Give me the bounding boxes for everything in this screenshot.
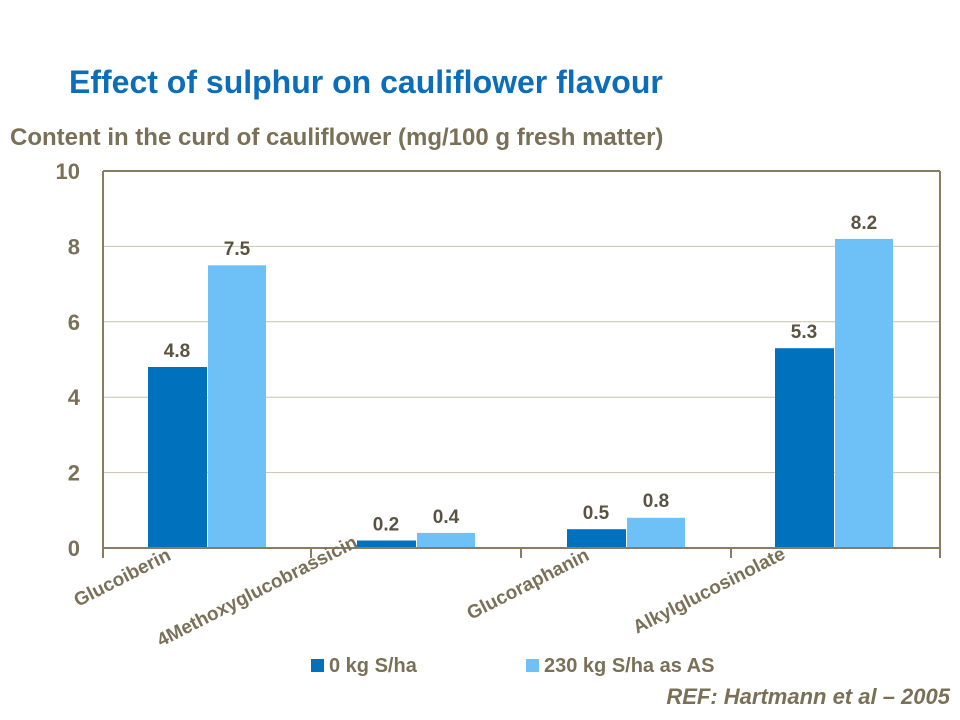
- svg-text:8.2: 8.2: [851, 213, 877, 234]
- svg-text:4.8: 4.8: [164, 341, 190, 362]
- svg-text:10: 10: [56, 159, 80, 184]
- svg-text:7.5: 7.5: [224, 239, 251, 260]
- svg-text:5.3: 5.3: [791, 322, 817, 343]
- svg-text:4Methoxyglucobrassicin: 4Methoxyglucobrassicin: [154, 532, 361, 651]
- svg-text:Alkylglucosinolate: Alkylglucosinolate: [630, 544, 789, 639]
- svg-text:0.5: 0.5: [583, 503, 610, 524]
- svg-text:0.8: 0.8: [643, 491, 669, 512]
- svg-text:0 kg S/ha: 0 kg S/ha: [329, 655, 418, 677]
- svg-text:Glucoiberin: Glucoiberin: [71, 545, 175, 612]
- svg-text:6: 6: [68, 310, 80, 335]
- svg-text:0.2: 0.2: [373, 515, 399, 536]
- svg-text:8: 8: [68, 234, 80, 259]
- svg-text:2: 2: [68, 461, 80, 486]
- svg-text:4: 4: [68, 385, 81, 410]
- svg-text:Glucoraphanin: Glucoraphanin: [464, 545, 593, 625]
- svg-text:230 kg S/ha as AS: 230 kg S/ha as AS: [544, 655, 714, 677]
- svg-text:0: 0: [68, 536, 80, 561]
- svg-text:0.4: 0.4: [433, 507, 460, 528]
